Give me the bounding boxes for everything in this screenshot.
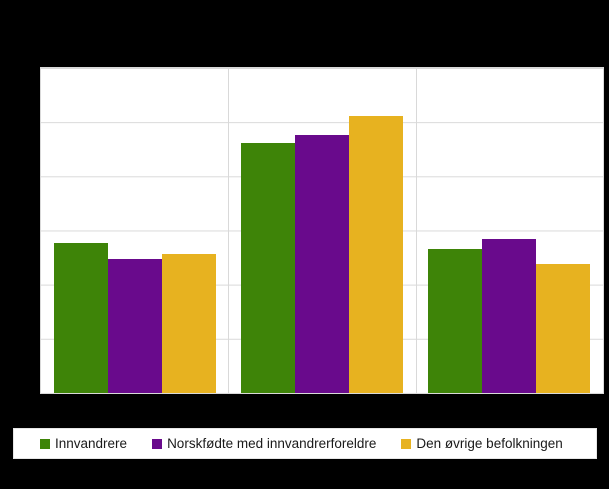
- vertical-gridline-2: [415, 68, 417, 393]
- bar-g3-s2: [482, 239, 537, 393]
- plot-area: [40, 67, 604, 394]
- bar-group-1: [41, 68, 228, 393]
- redacted-x-axis-labels-area: [0, 394, 609, 428]
- legend-swatch-purple-icon: [152, 438, 163, 449]
- bar-group-2: [228, 68, 415, 393]
- bar-g3-s3: [536, 264, 591, 393]
- legend-label: Norskfødte med innvandrerforeldre: [167, 436, 377, 451]
- bar-group-3: [416, 68, 603, 393]
- legend-label: Innvandrere: [55, 436, 128, 451]
- legend-swatch-green-icon: [40, 438, 50, 449]
- redacted-title-area: [0, 0, 609, 67]
- bar-g1-s2: [107, 258, 162, 393]
- redacted-footer-area: [0, 459, 609, 489]
- legend-item-norskfodte: Norskfødte med innvandrerforeldre: [152, 436, 376, 451]
- vertical-gridline-1: [228, 68, 230, 393]
- bar-groups-container: [41, 68, 603, 393]
- legend-item-ovrige-befolkningen: Den øvrige befolkningen: [401, 436, 563, 451]
- legend-swatch-gold-icon: [401, 438, 412, 449]
- bar-g2-s2: [294, 135, 349, 393]
- redacted-y-axis-labels-area: [0, 67, 40, 394]
- bar-g1-s3: [161, 253, 216, 393]
- legend-item-innvandrere: Innvandrere: [40, 436, 127, 451]
- bar-g2-s3: [348, 116, 403, 393]
- bar-g1-s1: [53, 242, 108, 393]
- bar-g3-s1: [428, 249, 483, 393]
- legend-label: Den øvrige befolkningen: [416, 436, 563, 451]
- bar-g2-s1: [240, 143, 295, 393]
- legend: Innvandrere Norskfødte med innvandrerfor…: [13, 428, 597, 459]
